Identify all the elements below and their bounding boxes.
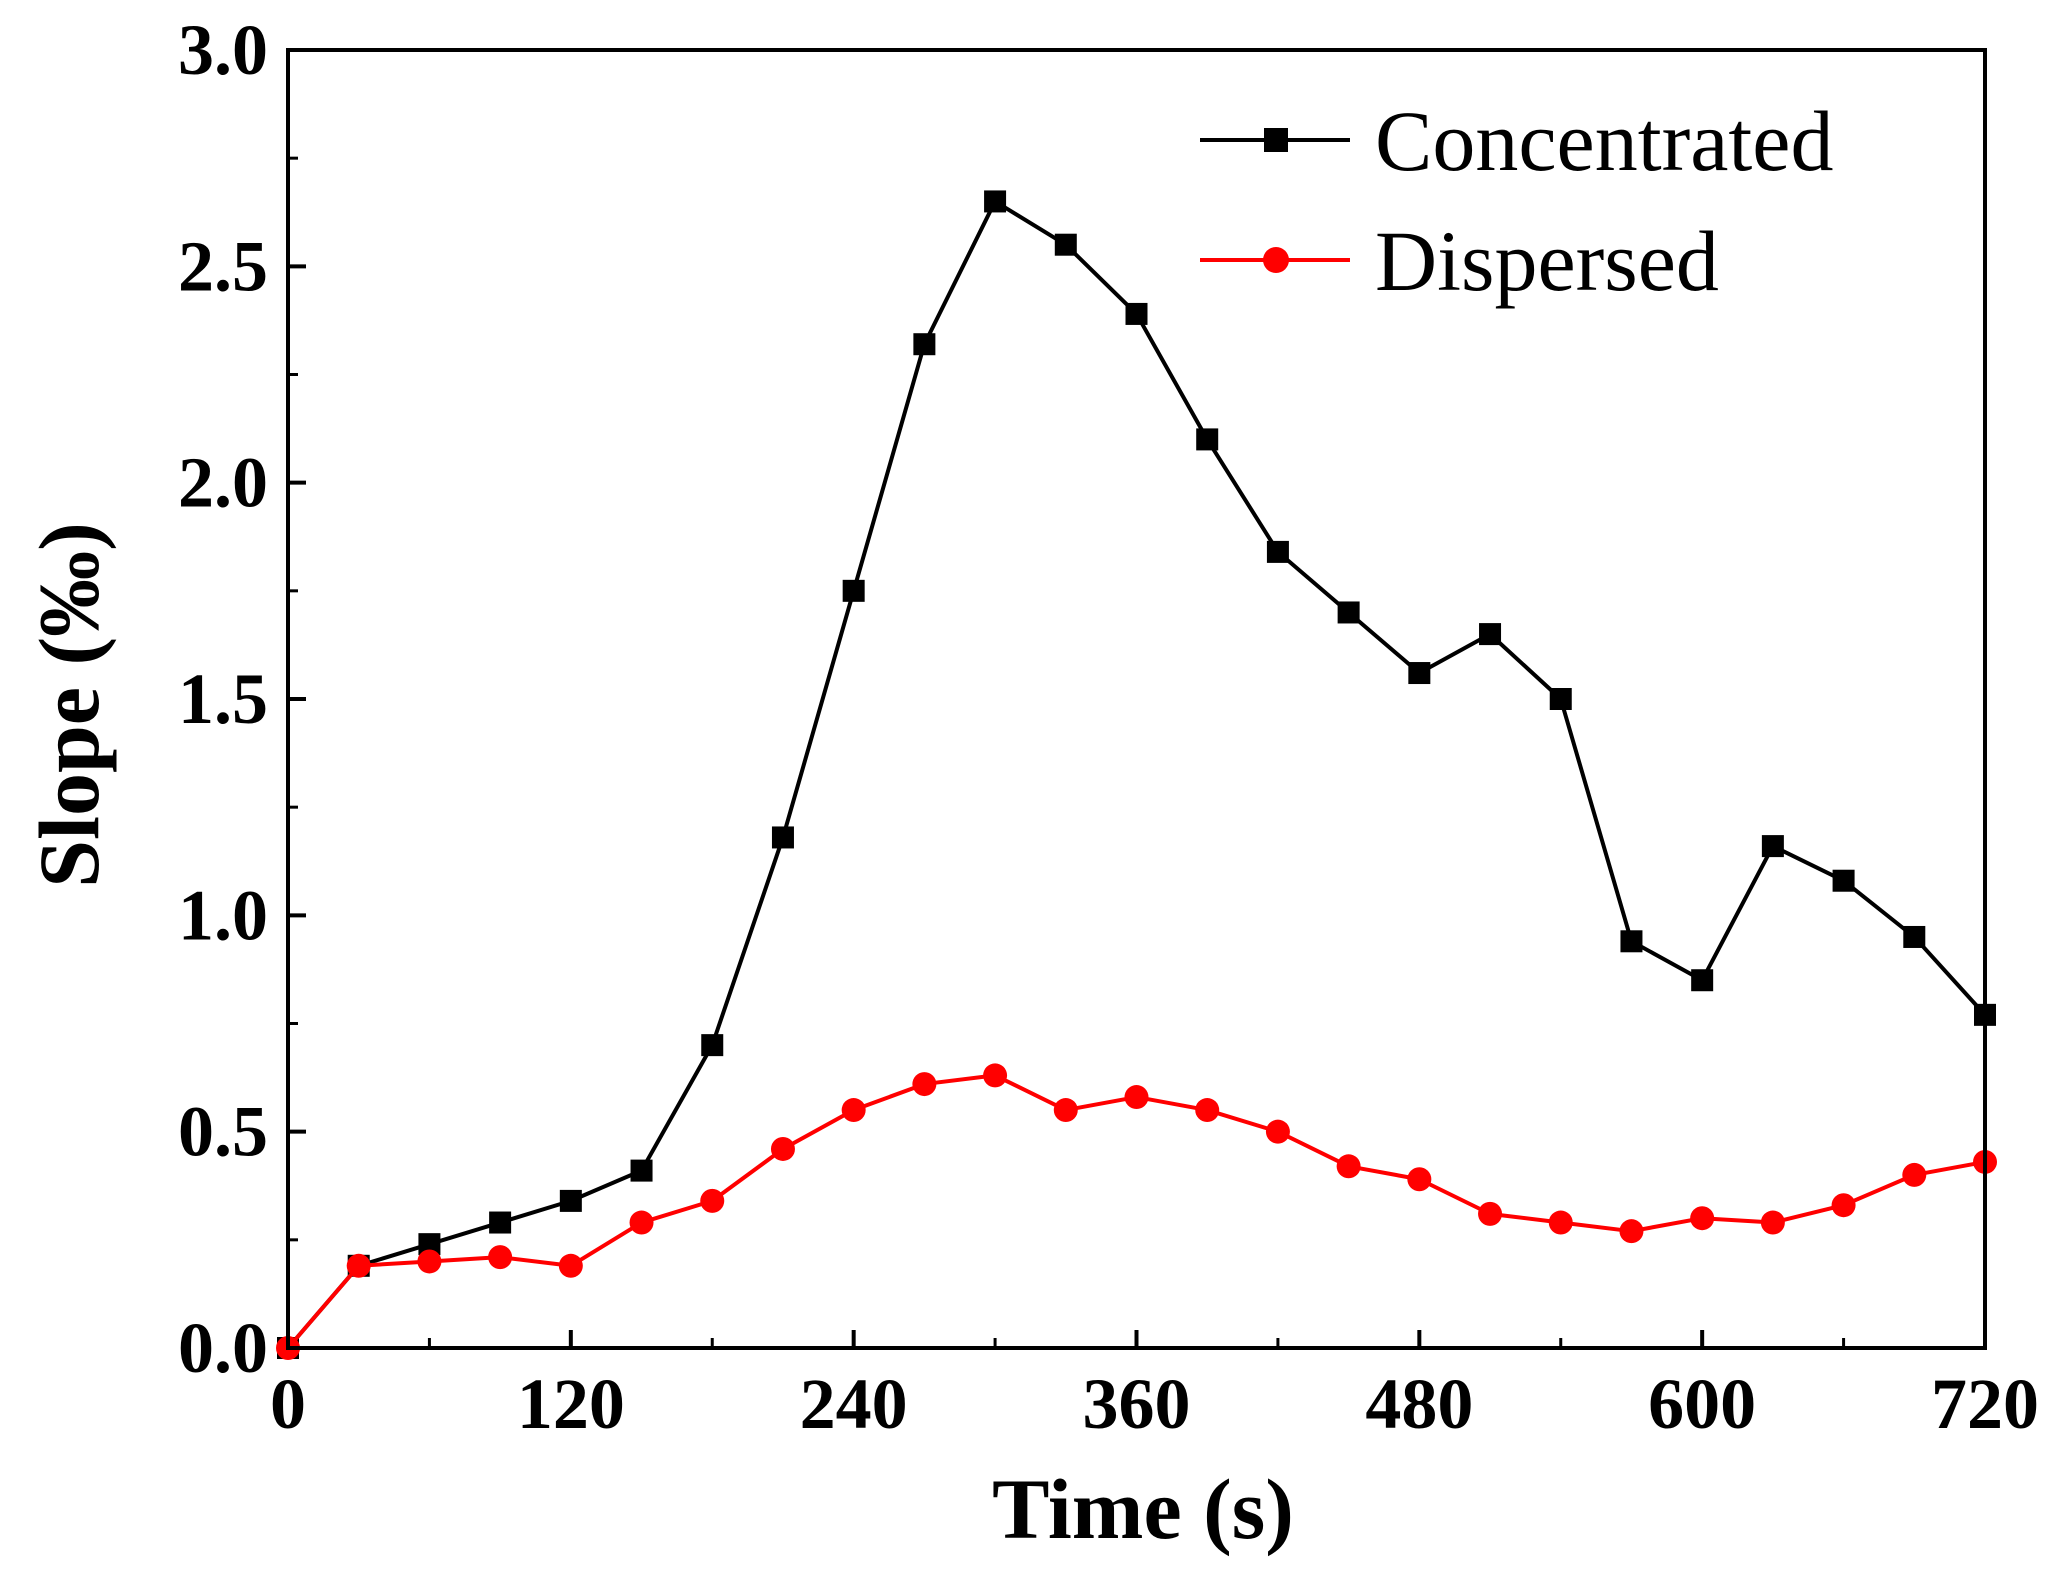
x-tick-label: 720 [1931,1364,2039,1444]
data-point-dispersed [1548,1210,1573,1235]
data-point-dispersed [1902,1162,1927,1187]
data-point-dispersed [346,1253,371,1278]
data-point-dispersed [1195,1098,1220,1123]
legend-marker-dispersed [1263,247,1289,273]
x-tick-label: 0 [270,1364,306,1444]
data-point-concentrated [1549,688,1572,710]
data-point-dispersed [1831,1193,1856,1218]
data-point-concentrated [1479,623,1502,646]
data-point-dispersed [1124,1085,1149,1110]
data-point-concentrated [1054,233,1077,256]
data-point-concentrated [1125,302,1148,325]
data-point-dispersed [983,1063,1008,1088]
data-point-dispersed [841,1098,866,1123]
data-point-concentrated [1620,930,1643,953]
data-point-concentrated [771,826,794,849]
data-point-concentrated [1691,969,1714,992]
data-point-concentrated [984,190,1007,213]
data-point-dispersed [912,1072,937,1097]
y-tick-label: 1.0 [178,875,268,955]
data-point-concentrated [559,1189,582,1212]
y-tick-label: 0.0 [178,1308,268,1388]
data-point-dispersed [1265,1119,1290,1144]
y-tick-label: 2.0 [178,443,268,523]
legend-label-dispersed: Dispersed [1375,213,1719,309]
y-tick-label: 0.5 [178,1092,268,1172]
y-tick-label: 2.5 [178,226,268,306]
x-tick-label: 240 [800,1364,908,1444]
x-axis-title: Time (s) [992,1461,1294,1557]
x-tick-label: 360 [1083,1364,1191,1444]
legend-marker-concentrated [1264,128,1288,152]
data-point-concentrated [701,1034,724,1057]
series-line-concentrated [286,199,1987,1350]
y-tick-label: 1.5 [178,659,268,739]
data-point-dispersed [1478,1201,1503,1226]
data-point-concentrated [630,1159,653,1182]
data-point-dispersed [488,1245,513,1270]
x-tick-label: 600 [1648,1364,1756,1444]
axes: 0 120 240 360 480 600 720 0.0 0.5 1.0 1.5 2.0 2.5 3.0 [178,10,2039,1444]
data-point-concentrated [1761,835,1784,858]
x-tick-label: 120 [517,1364,625,1444]
series-line-dispersed [286,1073,1986,1350]
legend-label-concentrated: Concentrated [1375,93,1833,189]
data-point-concentrated [1832,869,1855,892]
data-point-dispersed [417,1249,442,1274]
legend: Concentrated Dispersed [1200,93,1833,309]
data-point-concentrated [913,333,936,356]
plot-frame [286,48,1987,1350]
data-point-dispersed [1690,1206,1715,1231]
data-point-concentrated [1196,428,1219,451]
data-point-dispersed [1336,1154,1361,1179]
data-point-dispersed [558,1253,583,1278]
data-point-concentrated [1903,925,1926,948]
data-point-dispersed [1407,1167,1432,1192]
plot-area [276,190,1997,1360]
data-point-dispersed [1053,1098,1078,1123]
data-point-dispersed [1760,1210,1785,1235]
y-axis-title: Slope (‰) [21,522,117,888]
data-point-dispersed [770,1136,795,1161]
y-tick-label: 3.0 [178,10,268,90]
data-point-dispersed [629,1210,654,1235]
data-point-dispersed [1619,1219,1644,1244]
data-point-dispersed [700,1188,725,1213]
data-point-concentrated [1266,540,1289,563]
data-point-concentrated [1408,662,1431,685]
data-point-concentrated [1337,601,1360,624]
data-point-concentrated [489,1211,512,1234]
x-tick-label: 480 [1365,1364,1473,1444]
data-point-concentrated [842,579,865,602]
data-point-concentrated [418,1233,441,1256]
